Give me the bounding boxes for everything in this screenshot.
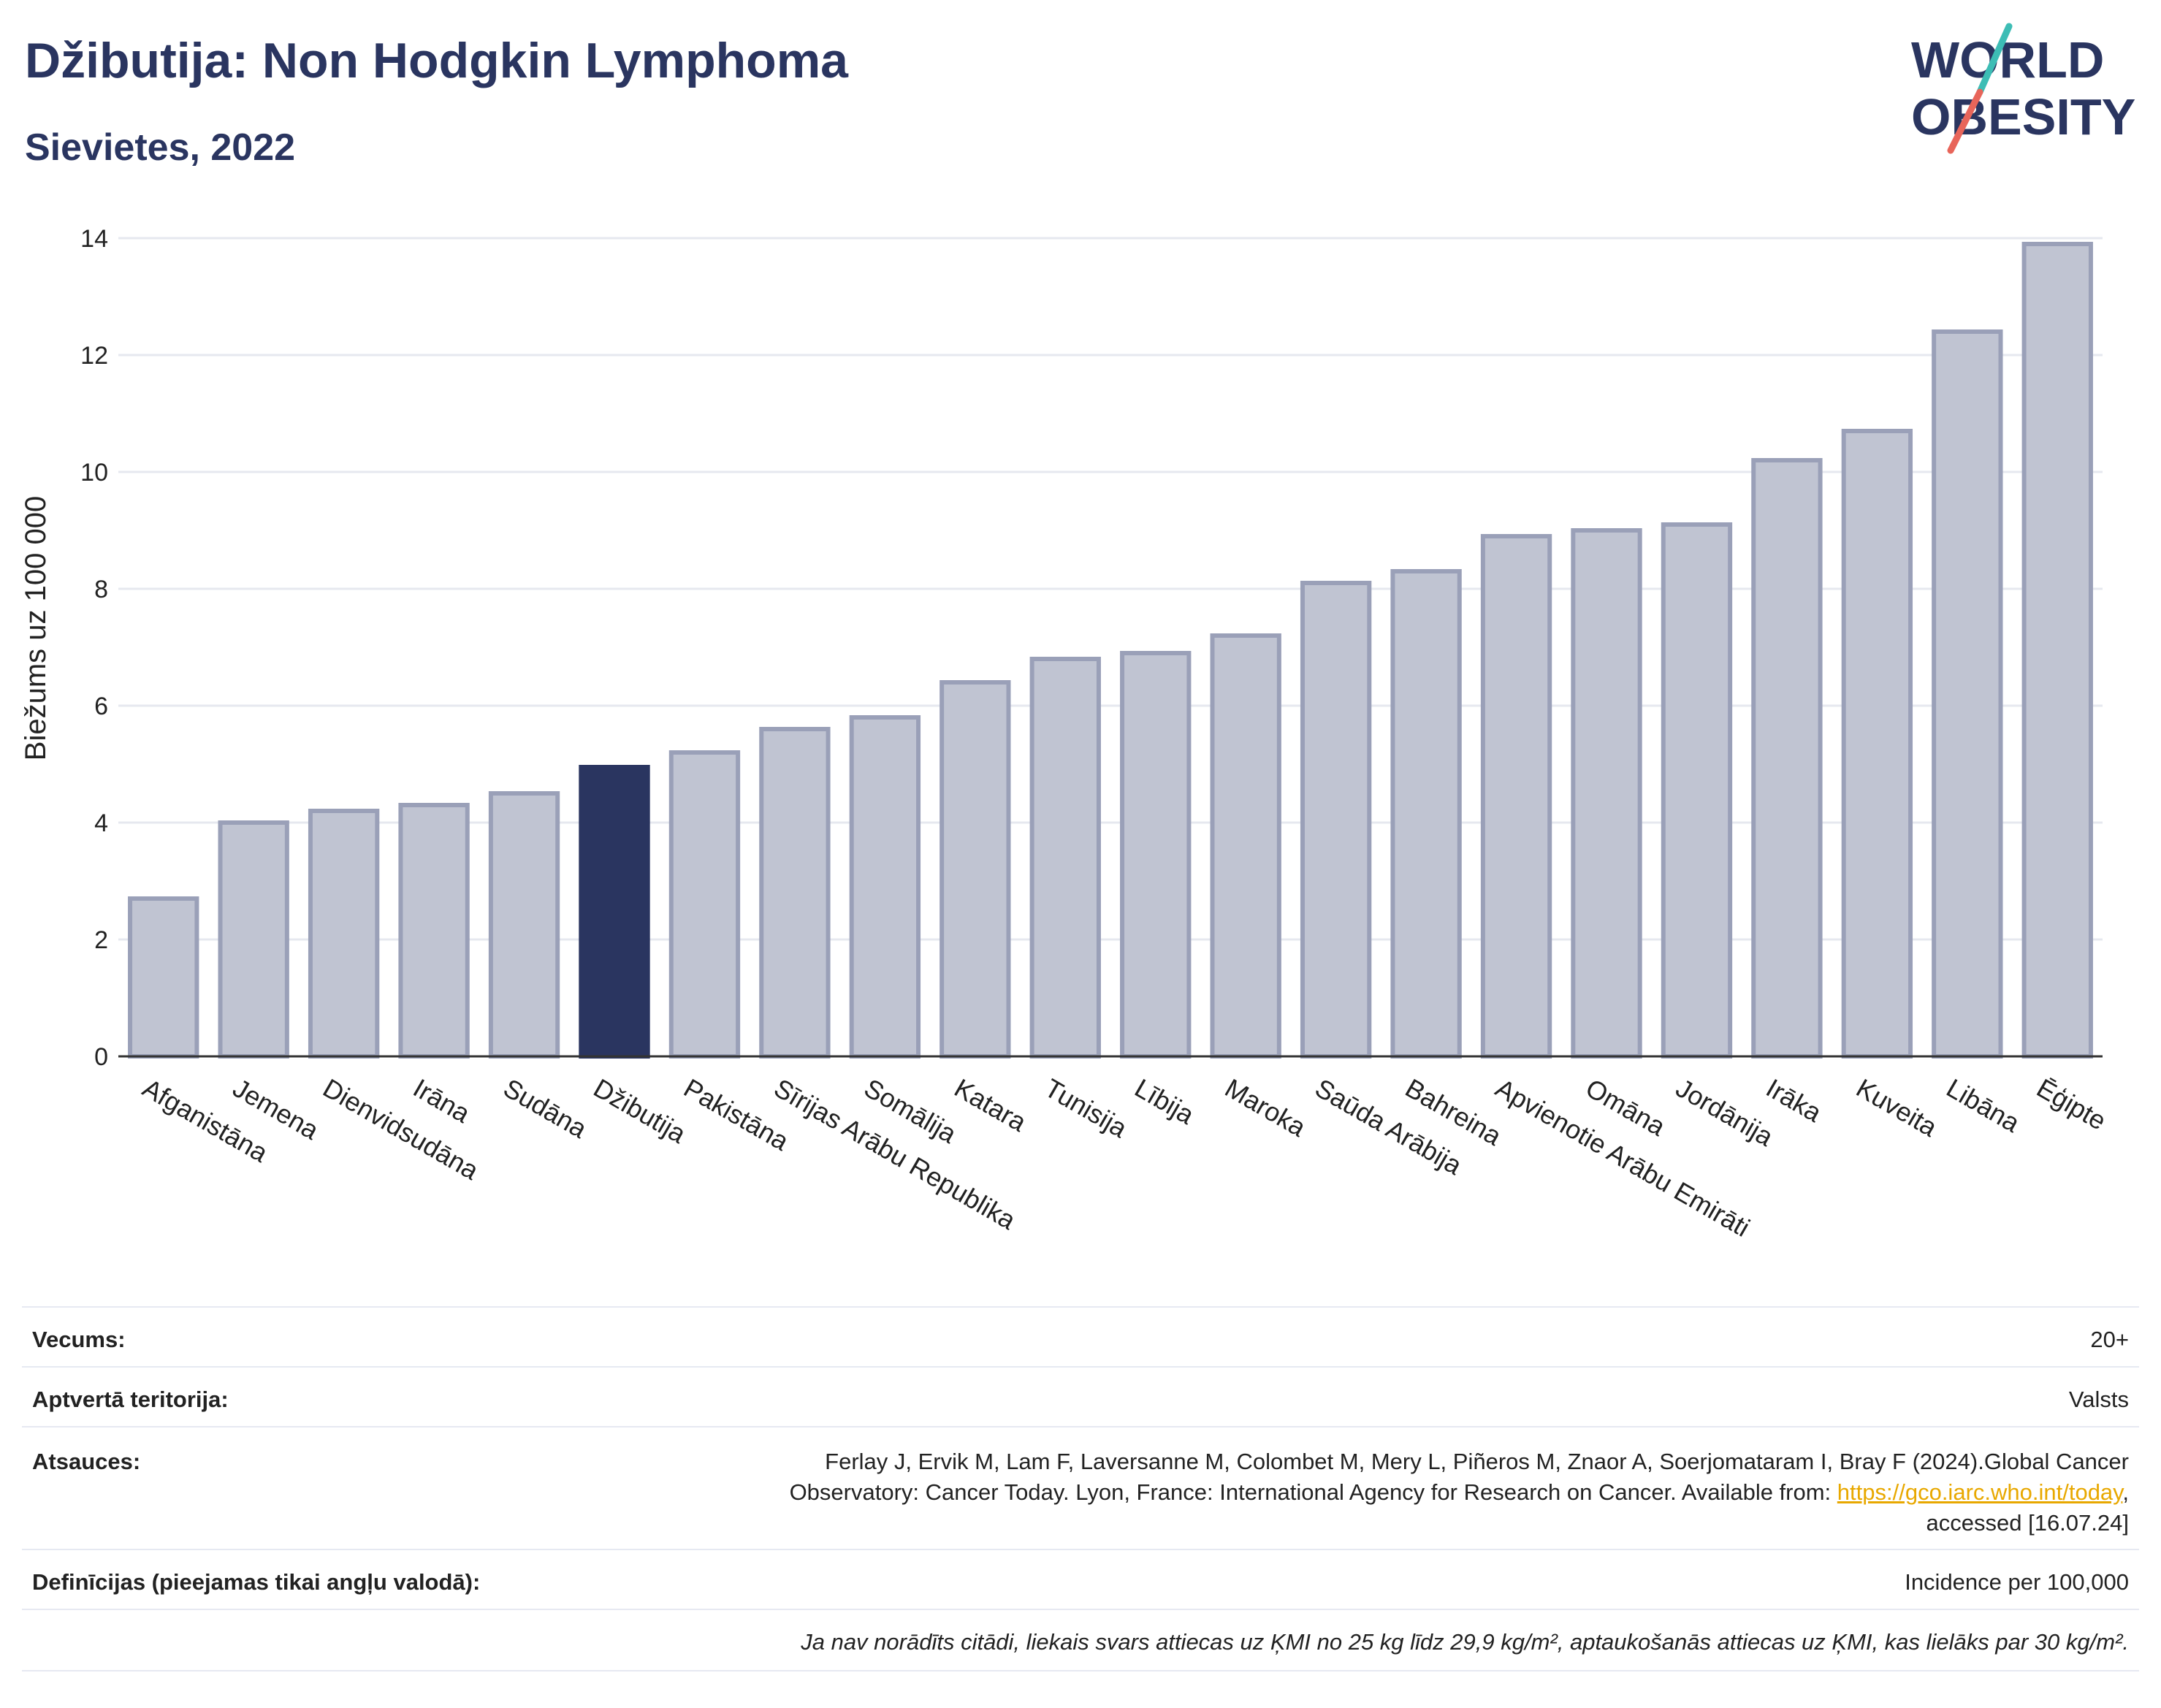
bar-9 (940, 680, 1011, 1059)
bar-15 (1480, 534, 1552, 1059)
y-tick-label: 12 (80, 342, 108, 370)
y-tick-label: 4 (94, 809, 108, 837)
bar-10 (1029, 657, 1101, 1059)
chart-subtitle: Sievietes, 2022 (25, 126, 296, 169)
territory-value: Valsts (564, 1366, 2139, 1427)
references-text-3: , (2122, 1479, 2129, 1505)
y-tick-label: 6 (94, 693, 108, 720)
bar-5 (579, 765, 650, 1059)
bar-13 (1300, 581, 1372, 1059)
y-tick-label: 14 (80, 225, 108, 253)
info-row-territory: Aptvertā teritorija: Valsts (22, 1366, 2139, 1427)
y-tick-labels: 0 2 4 6 8 10 12 14 (80, 225, 108, 1071)
x-tick-label: Maroka (1220, 1072, 1311, 1143)
y-tick-label: 10 (80, 459, 108, 487)
x-tick-label: Jordānija (1671, 1072, 1779, 1152)
info-row-definitions: Definīcijas (pieejamas tikai angļu valod… (22, 1549, 2139, 1609)
bar-0 (128, 896, 199, 1059)
bar-17 (1661, 522, 1733, 1059)
x-tick-label: Sudāna (498, 1072, 592, 1144)
info-table: Vecums: 20+ Aptvertā teritorija: Valsts … (22, 1306, 2139, 1671)
age-label: Vecums: (22, 1306, 565, 1367)
definitions-value: Incidence per 100,000 (564, 1549, 2139, 1609)
bar-21 (2021, 242, 2093, 1059)
info-row-references: Atsauces: Ferlay J, Ervik M, Lam F, Lave… (22, 1426, 2139, 1549)
y-tick-label: 0 (94, 1043, 108, 1071)
note-text: Ja nav norādīts citādi, liekais svars at… (564, 1609, 2139, 1671)
bar-16 (1571, 528, 1642, 1059)
references-value: Ferlay J, Ervik M, Lam F, Laversanne M, … (564, 1426, 2139, 1549)
territory-label: Aptvertā teritorija: (22, 1366, 565, 1427)
logo-line1: WORLD (1911, 31, 2104, 88)
x-tick-label: Libāna (1942, 1072, 2026, 1138)
x-tick-label: Ēģipte (2032, 1072, 2111, 1136)
info-row-age: Vecums: 20+ (22, 1306, 2139, 1367)
bar-7 (759, 727, 831, 1059)
bar-11 (1120, 651, 1192, 1059)
bar-6 (668, 750, 741, 1059)
world-obesity-logo: WORLD OBESITY (1911, 23, 2135, 154)
x-tick-label: Dienvidsudāna (318, 1072, 484, 1186)
bar-19 (1841, 429, 1913, 1059)
references-text-4: accessed [16.07.24] (1926, 1510, 2129, 1536)
chart-title: Džibutija: Non Hodgkin Lymphoma (25, 33, 848, 88)
references-link[interactable]: https://gco.iarc.who.int/today (1837, 1479, 2123, 1505)
bar-20 (1932, 329, 2003, 1059)
x-tick-label: Irāka (1761, 1072, 1828, 1128)
definitions-label: Definīcijas (pieejamas tikai angļu valod… (22, 1549, 565, 1609)
logo-line2: OBESITY (1911, 88, 2135, 145)
bar-4 (488, 791, 560, 1059)
bar-18 (1751, 458, 1823, 1059)
age-value: 20+ (564, 1306, 2139, 1367)
logo-slash-teal (1976, 23, 2013, 96)
bar-chart: 0 2 4 6 8 10 12 14 AfganistānaJemenaDienvidsudā… (20, 225, 2111, 1243)
bar-1 (218, 820, 289, 1059)
y-tick-label: 8 (94, 576, 108, 603)
y-axis-label: Biežums uz 100 000 (20, 496, 52, 760)
bar-3 (398, 803, 470, 1059)
bar-12 (1210, 633, 1281, 1059)
x-tick-label: Džibutija (589, 1072, 692, 1149)
references-text-2: Observatory: Cancer Today. Lyon, France:… (789, 1479, 1837, 1505)
x-tick-label: Tunisija (1040, 1072, 1133, 1143)
x-tick-label: Katara (950, 1072, 1032, 1137)
x-tick-label: Irāna (408, 1072, 476, 1129)
bar-14 (1390, 569, 1462, 1059)
y-tick-label: 2 (94, 926, 108, 954)
info-row-note: Ja nav norādīts citādi, liekais svars at… (22, 1609, 2139, 1671)
x-tick-label: Kuveita (1851, 1072, 1943, 1143)
bars (128, 242, 2093, 1059)
bar-8 (849, 715, 921, 1059)
x-tick-label: Lībija (1130, 1072, 1200, 1130)
bar-2 (308, 809, 380, 1059)
references-text-1: Ferlay J, Ervik M, Lam F, Laversanne M, … (825, 1449, 2129, 1474)
references-label: Atsauces: (22, 1426, 565, 1549)
logo-slash-red (1947, 88, 1983, 154)
